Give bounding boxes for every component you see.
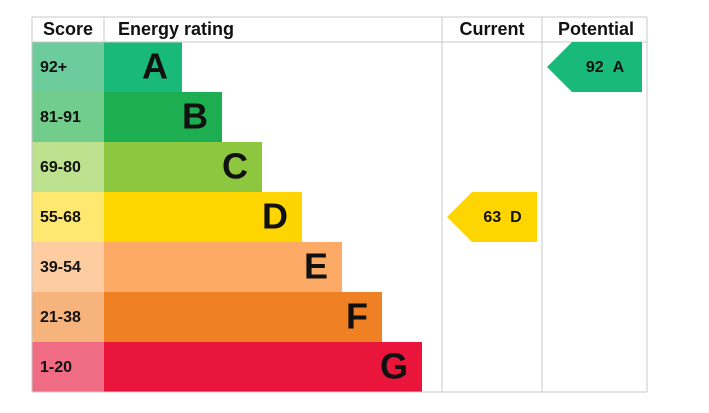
rating-letter: E	[304, 246, 328, 287]
rating-letter: B	[182, 96, 208, 137]
score-cell	[32, 292, 104, 342]
rating-letter: F	[346, 296, 368, 337]
score-cell	[32, 192, 104, 242]
rating-band	[104, 192, 302, 242]
current-arrow	[447, 192, 537, 242]
score-cell	[32, 142, 104, 192]
header-score: Score	[43, 19, 93, 39]
current-letter: D	[510, 209, 522, 226]
score-cell	[32, 92, 104, 142]
rating-band	[104, 292, 382, 342]
rating-letter: A	[142, 46, 168, 87]
header: Score Energy rating Current Potential	[43, 19, 634, 39]
rating-letter: C	[222, 146, 248, 187]
header-current: Current	[459, 19, 524, 39]
rating-band	[104, 92, 222, 142]
current-label: 63 D	[483, 209, 521, 226]
current-value: 63	[483, 209, 501, 226]
score-cell	[32, 242, 104, 292]
rating-letter: G	[380, 346, 408, 387]
score-label: 69-80	[40, 159, 81, 176]
score-label: 1-20	[40, 359, 72, 376]
potential-arrow	[547, 42, 642, 92]
rating-letter: D	[262, 196, 288, 237]
score-cell	[32, 342, 104, 392]
score-label: 21-38	[40, 309, 81, 326]
rating-band	[104, 142, 262, 192]
potential-value: 92	[586, 59, 604, 76]
score-label: 92+	[40, 59, 67, 76]
header-rating: Energy rating	[118, 19, 234, 39]
rating-band	[104, 242, 342, 292]
potential-letter: A	[613, 59, 625, 76]
score-label: 39-54	[40, 259, 81, 276]
score-label: 55-68	[40, 209, 81, 226]
rating-band	[104, 42, 182, 92]
potential-label: 92 A	[586, 59, 625, 76]
rating-band	[104, 342, 422, 392]
score-label: 81-91	[40, 109, 81, 126]
score-cell	[32, 42, 104, 92]
header-potential: Potential	[558, 19, 634, 39]
